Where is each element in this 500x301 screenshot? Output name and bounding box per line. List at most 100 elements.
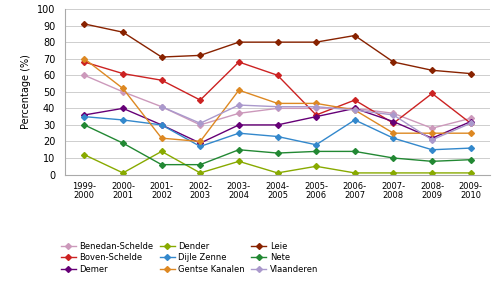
Nete (468, 158, 473, 162)
Gentse Kanalen (158, 136, 164, 140)
Benedan-Schelde (197, 123, 203, 127)
Dender (82, 153, 87, 157)
Dijle Zenne (390, 136, 396, 140)
Benedan-Schelde (120, 90, 126, 94)
Gentse Kanalen (352, 108, 358, 112)
Dijle Zenne (82, 115, 87, 119)
Dender (120, 171, 126, 175)
Dijle Zenne (429, 148, 435, 152)
Benedan-Schelde (236, 112, 242, 115)
Demer (158, 123, 164, 127)
Gentse Kanalen (468, 132, 473, 135)
Dender (197, 171, 203, 175)
Line: Leie: Leie (82, 22, 473, 76)
Leie (390, 60, 396, 64)
Gentse Kanalen (236, 88, 242, 92)
Dender (429, 171, 435, 175)
Nete (120, 141, 126, 145)
Boven-Schelde (158, 78, 164, 82)
Vlaanderen (197, 122, 203, 125)
Dender (274, 171, 280, 175)
Gentse Kanalen (120, 87, 126, 90)
Boven-Schelde (313, 113, 319, 117)
Demer (390, 120, 396, 123)
Boven-Schelde (429, 92, 435, 95)
Benedan-Schelde (468, 116, 473, 120)
Nete (429, 160, 435, 163)
Gentse Kanalen (313, 102, 319, 105)
Vlaanderen (352, 108, 358, 112)
Boven-Schelde (197, 98, 203, 102)
Dijle Zenne (313, 143, 319, 147)
Demer (120, 107, 126, 110)
Dender (390, 171, 396, 175)
Nete (82, 123, 87, 127)
Dender (352, 171, 358, 175)
Legend: Benedan-Schelde, Boven-Schelde, Demer, Dender, Dijle Zenne, Gentse Kanalen, Leie: Benedan-Schelde, Boven-Schelde, Demer, D… (60, 242, 318, 274)
Line: Vlaanderen: Vlaanderen (160, 103, 473, 142)
Dijle Zenne (197, 145, 203, 148)
Vlaanderen (429, 138, 435, 142)
Dijle Zenne (120, 118, 126, 122)
Boven-Schelde (390, 122, 396, 125)
Y-axis label: Percentage (%): Percentage (%) (22, 54, 32, 129)
Line: Dijle Zenne: Dijle Zenne (82, 115, 473, 152)
Boven-Schelde (120, 72, 126, 76)
Nete (158, 163, 164, 166)
Demer (274, 123, 280, 127)
Dender (313, 165, 319, 168)
Leie (197, 54, 203, 57)
Dijle Zenne (158, 123, 164, 127)
Gentse Kanalen (274, 102, 280, 105)
Benedan-Schelde (274, 107, 280, 110)
Vlaanderen (158, 105, 164, 109)
Leie (120, 30, 126, 34)
Benedan-Schelde (158, 105, 164, 109)
Demer (352, 107, 358, 110)
Leie (313, 40, 319, 44)
Line: Gentse Kanalen: Gentse Kanalen (82, 57, 473, 144)
Demer (82, 113, 87, 117)
Leie (352, 34, 358, 37)
Boven-Schelde (82, 60, 87, 64)
Dender (236, 160, 242, 163)
Benedan-Schelde (390, 112, 396, 115)
Dender (468, 171, 473, 175)
Nete (274, 151, 280, 155)
Vlaanderen (313, 105, 319, 109)
Nete (352, 150, 358, 153)
Nete (390, 156, 396, 160)
Leie (468, 72, 473, 76)
Leie (82, 22, 87, 26)
Boven-Schelde (274, 73, 280, 77)
Boven-Schelde (352, 98, 358, 102)
Vlaanderen (390, 113, 396, 117)
Leie (274, 40, 280, 44)
Demer (468, 120, 473, 123)
Gentse Kanalen (197, 140, 203, 143)
Leie (236, 40, 242, 44)
Dijle Zenne (274, 135, 280, 138)
Benedan-Schelde (429, 126, 435, 130)
Nete (313, 150, 319, 153)
Demer (429, 136, 435, 140)
Demer (313, 115, 319, 119)
Dender (158, 150, 164, 153)
Vlaanderen (274, 105, 280, 109)
Line: Demer: Demer (82, 106, 473, 145)
Boven-Schelde (236, 60, 242, 64)
Gentse Kanalen (429, 132, 435, 135)
Line: Boven-Schelde: Boven-Schelde (82, 60, 473, 125)
Dijle Zenne (236, 132, 242, 135)
Benedan-Schelde (352, 107, 358, 110)
Nete (236, 148, 242, 152)
Boven-Schelde (468, 122, 473, 125)
Dijle Zenne (352, 118, 358, 122)
Leie (429, 69, 435, 72)
Line: Benedan-Schelde: Benedan-Schelde (82, 73, 473, 130)
Line: Nete: Nete (82, 123, 473, 167)
Line: Dender: Dender (82, 149, 473, 175)
Demer (236, 123, 242, 127)
Vlaanderen (236, 103, 242, 107)
Nete (197, 163, 203, 166)
